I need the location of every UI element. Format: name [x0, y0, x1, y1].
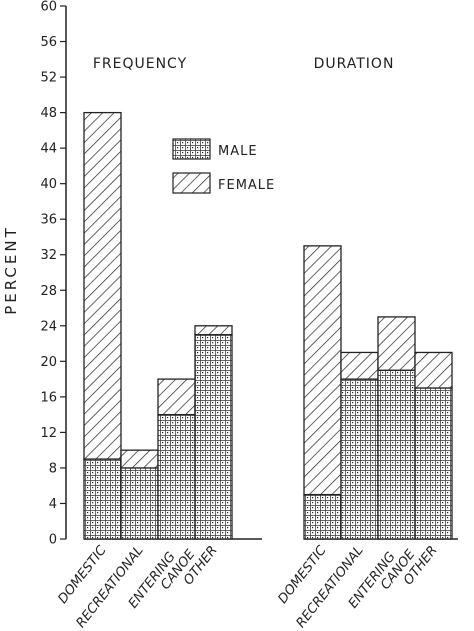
bars-layer	[83, 111, 453, 540]
bar-female-0-3	[194, 325, 233, 336]
bar-male-0-1	[120, 467, 159, 540]
legend-label: FEMALE	[218, 178, 275, 193]
y-tick-label: 56	[40, 35, 57, 50]
bar-female-0-0	[83, 111, 122, 460]
y-tick-label: 40	[40, 177, 57, 192]
bar-female-1-3	[414, 351, 453, 389]
bar-male-0-3	[194, 334, 233, 540]
y-tick-label: 0	[49, 533, 57, 548]
bar-male-1-1	[340, 378, 379, 540]
bar-female-0-2	[157, 378, 196, 416]
bar-female-1-1	[340, 351, 379, 380]
category-label: RECREATIONAL	[74, 543, 147, 631]
bar-male-1-0	[303, 493, 342, 540]
bar-female-0-1	[120, 449, 159, 469]
y-tick-label: 8	[49, 461, 57, 476]
y-tick-label: 20	[40, 355, 57, 370]
y-tick-label: 52	[40, 71, 57, 86]
y-tick-label: 44	[40, 142, 57, 157]
bar-male-1-2	[377, 369, 416, 540]
panel-title: DURATION	[314, 56, 395, 72]
legend-label: MALE	[218, 144, 258, 159]
y-tick-label: 48	[40, 106, 57, 121]
category-label: RECREATIONAL	[294, 543, 367, 631]
y-tick-label: 16	[40, 390, 57, 405]
panel-title: FREQUENCY	[93, 56, 187, 72]
y-tick-label: 4	[49, 497, 57, 512]
y-tick-label: 12	[40, 426, 57, 441]
bar-male-0-2	[157, 413, 196, 540]
legend-swatch-female	[172, 172, 211, 194]
bar-female-1-2	[377, 316, 416, 371]
bar-male-1-3	[414, 387, 453, 540]
y-tick-label: 24	[40, 319, 57, 334]
bar-female-1-0	[303, 245, 342, 496]
y-axis-title: PERCENT	[2, 225, 20, 315]
y-tick-label: 28	[40, 284, 57, 299]
y-tick-label: 60	[40, 0, 57, 15]
y-tick-label: 32	[40, 248, 57, 263]
bar-male-0-0	[83, 458, 122, 540]
legend-swatch-male	[172, 138, 211, 160]
y-tick-label: 36	[40, 213, 57, 228]
